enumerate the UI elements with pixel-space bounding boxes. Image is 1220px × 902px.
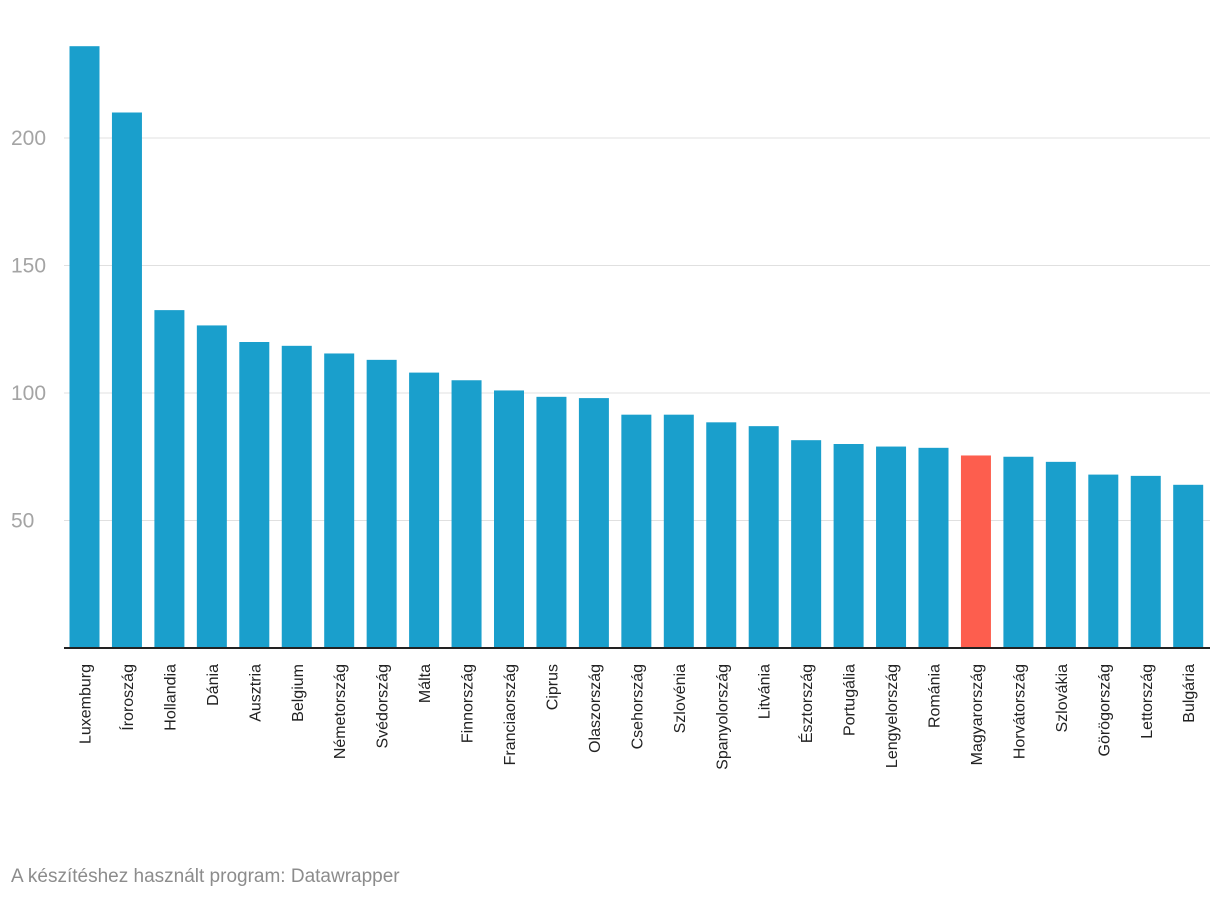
x-tick-label: Belgium <box>290 664 307 722</box>
y-tick-label: 150 <box>11 255 46 278</box>
x-tick-label: Spanyolország <box>714 664 731 770</box>
bar <box>1173 484 1204 648</box>
bar <box>536 396 567 648</box>
bar <box>1003 456 1034 648</box>
x-tick-label: Málta <box>417 664 434 703</box>
x-tick-label: Olaszország <box>587 664 604 753</box>
bar <box>196 325 227 648</box>
y-tick-label: 50 <box>11 510 34 533</box>
x-tick-label: Románia <box>927 664 944 728</box>
y-tick-label: 200 <box>11 127 46 150</box>
x-tick-label: Dánia <box>205 664 222 706</box>
x-tick-label: Szlovénia <box>672 664 689 733</box>
bar <box>791 440 822 648</box>
x-tick-label: Hollandia <box>162 664 179 731</box>
x-axis-labels: Luxemburg Íroroszág Hollandia Dánia Ausztria… <box>78 664 1199 770</box>
x-tick-label: Luxemburg <box>78 664 95 744</box>
credit-text: A készítéshez használt program: Datawrap… <box>11 866 400 887</box>
x-tick-label: Németország <box>332 664 349 759</box>
x-tick-label: Litvánia <box>757 664 774 719</box>
bar <box>451 380 482 648</box>
x-tick-label: Ausztria <box>247 664 264 722</box>
bar <box>69 46 100 648</box>
x-tick-label: Ciprus <box>544 664 561 710</box>
bar <box>154 310 185 648</box>
x-tick-label: Íroroszág <box>118 664 137 731</box>
bar <box>621 414 652 648</box>
bar <box>578 398 609 648</box>
x-tick-label: Lettország <box>1139 664 1156 739</box>
y-axis-ticks: 50 100 150 200 <box>11 127 46 533</box>
bar <box>748 426 779 648</box>
x-tick-label: Görögország <box>1096 664 1113 757</box>
bar <box>281 345 312 648</box>
bar <box>366 359 397 648</box>
bar <box>876 446 907 648</box>
x-tick-label: Finnország <box>460 664 477 743</box>
x-tick-label: Szlovákia <box>1054 664 1071 733</box>
bars <box>69 46 1204 648</box>
x-tick-label: Észtország <box>797 664 816 743</box>
bar-chart: 50 100 150 200 Luxemburg Íroroszág Hollandia D… <box>11 46 1210 770</box>
bar <box>918 447 949 648</box>
bar <box>239 342 270 648</box>
bar <box>706 422 737 648</box>
x-tick-label: Csehország <box>629 664 646 749</box>
y-tick-label: 100 <box>11 382 46 405</box>
bar <box>960 455 991 648</box>
bar <box>324 353 355 648</box>
bar <box>494 390 524 648</box>
bar <box>1045 461 1076 648</box>
x-tick-label: Lengyelország <box>884 664 901 768</box>
bar <box>409 372 440 648</box>
bar <box>663 414 694 648</box>
bar <box>833 444 864 648</box>
bar <box>111 112 142 648</box>
bar <box>1130 475 1161 648</box>
bar <box>1088 474 1119 648</box>
x-tick-label: Portugália <box>842 664 859 736</box>
x-tick-label: Magyarország <box>969 664 986 765</box>
x-tick-label: Svédország <box>375 664 392 749</box>
x-tick-label: Horvátország <box>1011 664 1028 759</box>
x-tick-label: Bulgária <box>1181 664 1198 723</box>
x-tick-label: Franciaország <box>502 664 519 765</box>
